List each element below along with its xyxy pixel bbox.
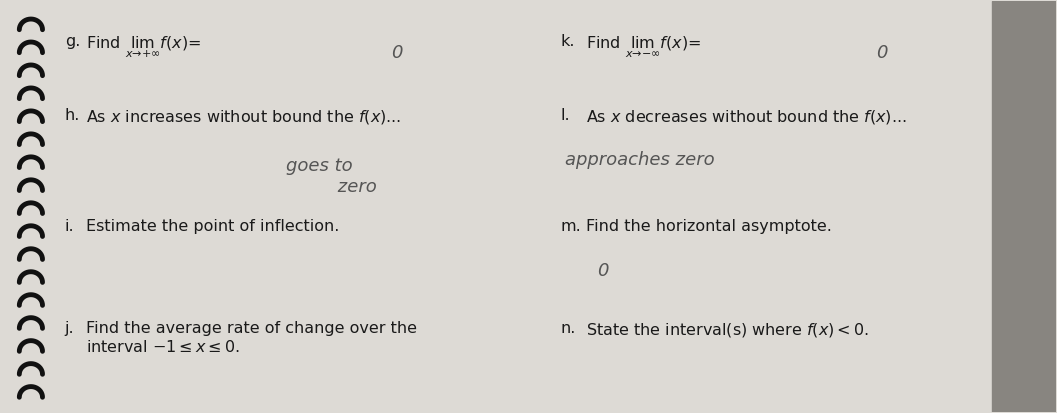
- Text: 0: 0: [391, 45, 403, 62]
- Text: State the interval(s) where $f(x) < 0$.: State the interval(s) where $f(x) < 0$.: [587, 321, 870, 339]
- Text: l.: l.: [560, 108, 570, 123]
- Text: As $x$ increases without bound the $f(x)$...: As $x$ increases without bound the $f(x)…: [86, 108, 401, 126]
- Text: As $x$ decreases without bound the $f(x)$...: As $x$ decreases without bound the $f(x)…: [587, 108, 907, 126]
- Text: Estimate the point of inflection.: Estimate the point of inflection.: [86, 219, 339, 234]
- Text: 0: 0: [876, 45, 888, 62]
- Text: Find $\lim_{x\to+\infty} f(x) =$: Find $\lim_{x\to+\infty} f(x) =$: [86, 34, 201, 60]
- Text: n.: n.: [560, 321, 575, 336]
- Text: approaches zero: approaches zero: [565, 151, 715, 169]
- Text: m.: m.: [560, 219, 581, 234]
- Text: Find the average rate of change over the
interval $-1 \leq x \leq 0$.: Find the average rate of change over the…: [86, 321, 416, 355]
- Text: k.: k.: [560, 34, 575, 49]
- Bar: [993, 1, 1056, 412]
- Text: Find $\lim_{x\to-\infty} f(x) =$: Find $\lim_{x\to-\infty} f(x) =$: [587, 34, 702, 59]
- Text: 0: 0: [597, 262, 609, 280]
- Text: Find the horizontal asymptote.: Find the horizontal asymptote.: [587, 219, 832, 234]
- Text: i.: i.: [64, 219, 74, 234]
- Text: g.: g.: [64, 34, 80, 49]
- Text: goes to
         zero: goes to zero: [286, 157, 376, 196]
- Text: j.: j.: [64, 321, 74, 336]
- Text: h.: h.: [64, 108, 80, 123]
